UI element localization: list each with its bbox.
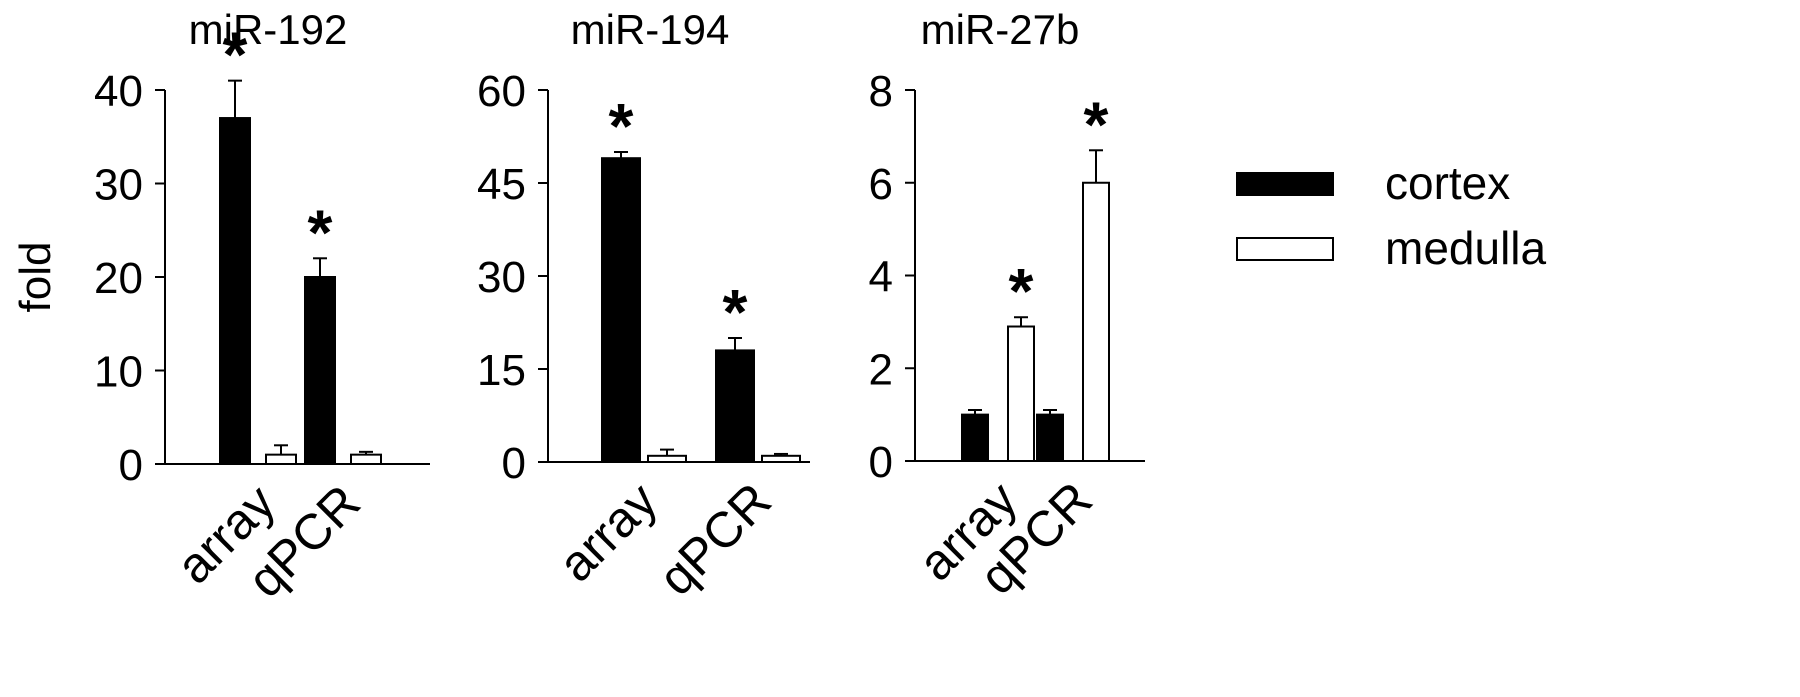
significance-marker: * (1009, 255, 1034, 327)
legend-swatch-cortex (1236, 172, 1334, 196)
bar-medulla-array (265, 453, 297, 465)
significance-marker: * (308, 196, 333, 268)
y-tick-label: 40 (94, 67, 143, 116)
y-tick-label: 0 (869, 438, 893, 487)
legend-label-cortex: cortex (1385, 157, 1510, 209)
bar-cortex-array (219, 117, 251, 466)
bar-cortex-qPCR (715, 349, 755, 463)
y-tick-label: 6 (869, 160, 893, 209)
y-tick-label: 0 (502, 439, 526, 488)
bar-cortex-array (961, 413, 989, 462)
significance-marker: * (723, 276, 748, 348)
y-tick-label: 15 (477, 346, 526, 395)
bar-cortex-qPCR (1036, 413, 1064, 462)
significance-marker: * (1084, 88, 1109, 160)
y-axis-label: fold (11, 242, 60, 313)
y-tick-label: 2 (869, 345, 893, 394)
bar-medulla-qPCR (1082, 181, 1110, 462)
y-tick-label: 0 (119, 441, 143, 490)
bar-medulla-qPCR (350, 453, 382, 465)
y-tick-label: 60 (477, 67, 526, 116)
y-tick-label: 10 (94, 348, 143, 397)
y-tick-label: 30 (94, 161, 143, 210)
significance-marker: * (223, 19, 248, 91)
chart-panel-2: miR-194 0 15 30 45 60 * array * qPCR (477, 6, 810, 606)
legend-swatch-medulla (1236, 237, 1334, 261)
y-tick-label: 45 (477, 160, 526, 209)
bar-medulla-array (647, 454, 687, 463)
panel-title: miR-27b (921, 6, 1080, 53)
y-tick-label: 30 (477, 253, 526, 302)
x-category-label: qPCR (648, 472, 782, 606)
bar-medulla-array (1007, 325, 1035, 463)
legend: cortex medulla (1236, 157, 1547, 274)
bar-cortex-qPCR (304, 276, 336, 465)
panel-title: miR-192 (189, 6, 348, 53)
y-tick-label: 8 (869, 67, 893, 116)
y-tick-label: 20 (94, 254, 143, 303)
bar-cortex-array (601, 157, 641, 463)
y-tick-label: 4 (869, 253, 893, 302)
x-category-label: array (548, 472, 668, 592)
panel-title: miR-194 (571, 6, 730, 53)
significance-marker: * (609, 90, 634, 162)
legend-label-medulla: medulla (1385, 222, 1547, 274)
bar-medulla-qPCR (761, 454, 801, 463)
